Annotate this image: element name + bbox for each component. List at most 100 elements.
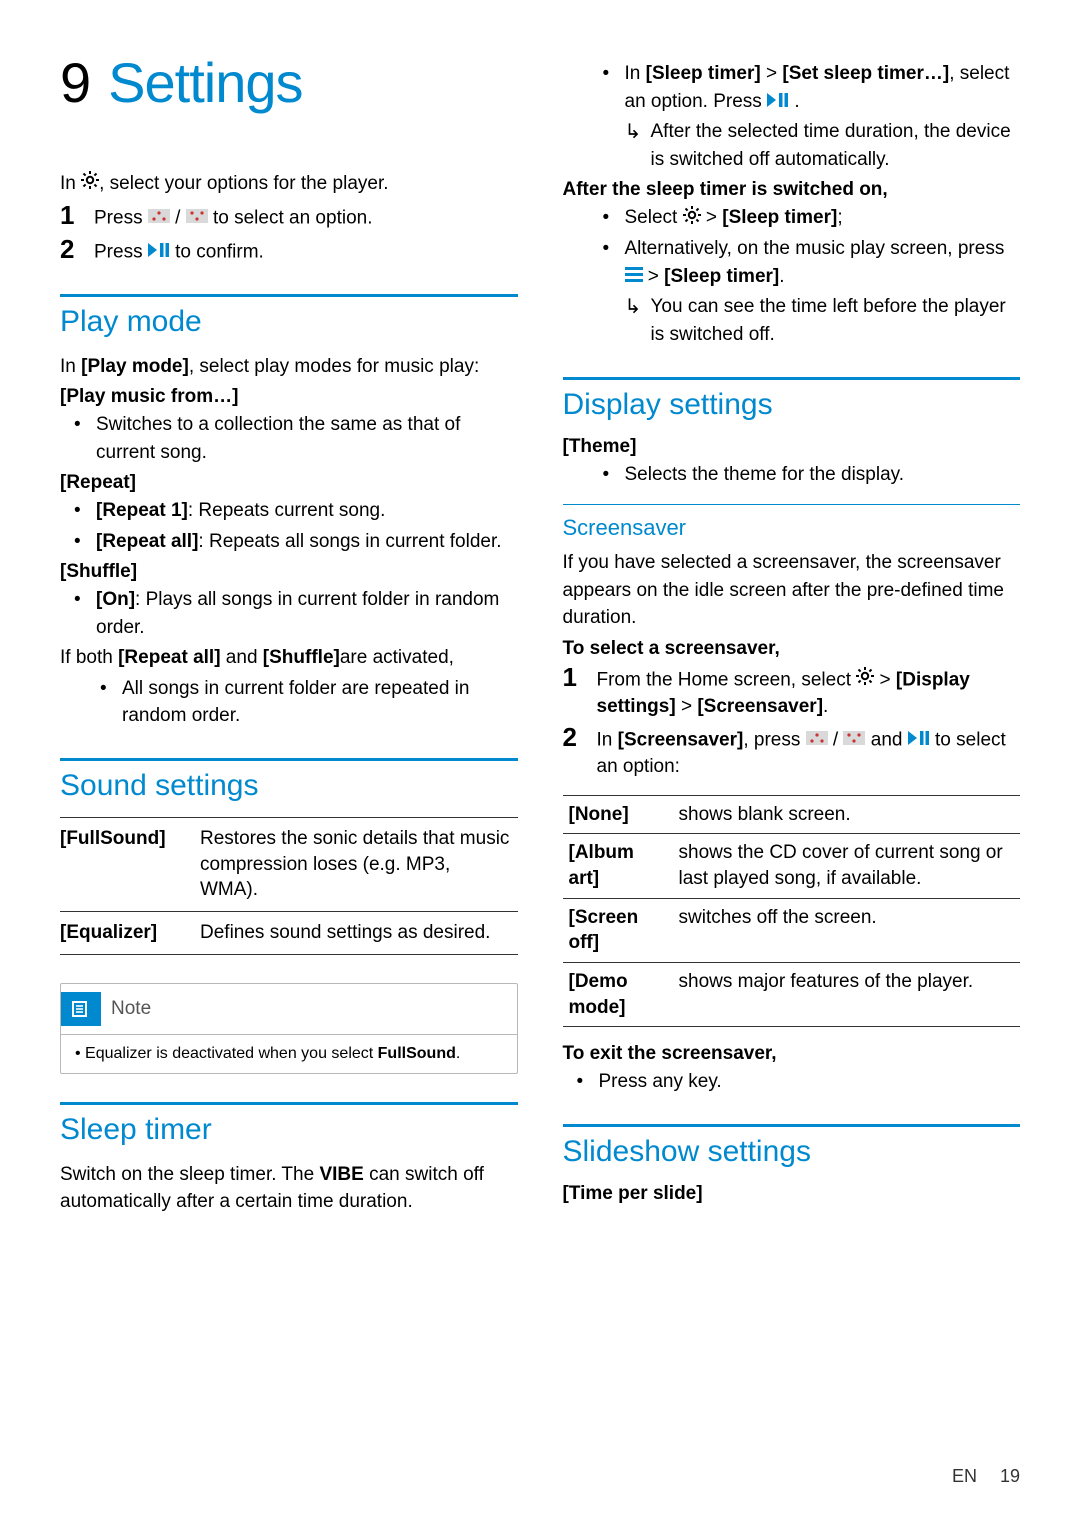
shuffle-label: [Shuffle] bbox=[60, 561, 518, 583]
list-item: Select > [Sleep timer]; bbox=[563, 204, 1021, 232]
play-pause-icon bbox=[908, 727, 930, 754]
chapter-number: 9 bbox=[60, 51, 90, 114]
cell: [Equalizer] bbox=[60, 911, 200, 954]
footer-lang: EN bbox=[952, 1466, 977, 1486]
rule bbox=[563, 377, 1021, 380]
dots-down-icon bbox=[843, 727, 865, 754]
chapter-title: 9 Settings bbox=[60, 50, 518, 115]
text: : Plays all songs in current folder in r… bbox=[96, 589, 499, 638]
text: . bbox=[789, 91, 800, 112]
text: > bbox=[761, 63, 783, 84]
step-1: 1 Press / to select an option. bbox=[60, 201, 518, 232]
both-activated: If both [Repeat all] and [Shuffle]are ac… bbox=[60, 644, 518, 672]
footer-page: 19 bbox=[1000, 1466, 1020, 1486]
play-pause-icon bbox=[767, 88, 789, 116]
page-footer: EN 19 bbox=[952, 1466, 1020, 1487]
shuffle-list: [On]: Plays all songs in current folder … bbox=[60, 586, 518, 641]
sleep-para: Switch on the sleep timer. The VIBE can … bbox=[60, 1161, 518, 1216]
text: Press bbox=[94, 241, 148, 262]
text: Press bbox=[94, 207, 148, 228]
play-mode-heading: Play mode bbox=[60, 305, 518, 339]
step-number: 2 bbox=[60, 235, 94, 264]
step-text: In [Screensaver], press / and to select … bbox=[597, 723, 1021, 781]
rule bbox=[60, 294, 518, 297]
ss-step-2: 2 In [Screensaver], press / and to selec… bbox=[563, 723, 1021, 781]
text: ; bbox=[837, 207, 842, 228]
screensaver-table: [None]shows blank screen. [Album art]sho… bbox=[563, 795, 1021, 1027]
sound-table: [FullSound]Restores the sonic details th… bbox=[60, 817, 518, 955]
table-row: [Screen off]switches off the screen. bbox=[563, 898, 1021, 962]
text: to select an option. bbox=[208, 207, 373, 228]
text: VIBE bbox=[319, 1164, 363, 1185]
text: In bbox=[60, 356, 81, 377]
text: > bbox=[643, 266, 665, 287]
intro-line: In , select your options for the player. bbox=[60, 170, 518, 198]
sound-heading: Sound settings bbox=[60, 769, 518, 803]
cell: [FullSound] bbox=[60, 818, 200, 912]
gear-icon bbox=[683, 205, 701, 233]
text: [Sleep timer] bbox=[722, 207, 837, 228]
list-item: Alternatively, on the music play screen,… bbox=[563, 235, 1021, 290]
text: > bbox=[874, 669, 896, 690]
text: Select bbox=[625, 207, 683, 228]
play-mode-lead: In [Play mode], select play modes for mu… bbox=[60, 353, 518, 381]
text: / bbox=[828, 730, 844, 751]
cell: [None] bbox=[563, 795, 673, 834]
text: to confirm. bbox=[170, 241, 264, 262]
text: and bbox=[221, 647, 263, 668]
table-row: [Demo mode]shows major features of the p… bbox=[563, 962, 1021, 1026]
text: In bbox=[597, 730, 618, 751]
sleep-top-list: In [Sleep timer] > [Set sleep timer…], s… bbox=[563, 60, 1021, 115]
dots-down-icon bbox=[186, 205, 208, 232]
menu-icon bbox=[625, 263, 643, 291]
text: . bbox=[456, 1045, 460, 1062]
text: , select play modes for music play: bbox=[189, 356, 479, 377]
repeat-list: [Repeat 1]: Repeats current song. [Repea… bbox=[60, 497, 518, 555]
text: [On] bbox=[96, 589, 135, 610]
step-number: 2 bbox=[563, 723, 597, 752]
cell: [Demo mode] bbox=[563, 962, 673, 1026]
cell: [Album art] bbox=[563, 834, 673, 898]
display-heading: Display settings bbox=[563, 388, 1021, 422]
sub-rule bbox=[563, 504, 1021, 505]
sleep-heading: Sleep timer bbox=[60, 1113, 518, 1147]
screensaver-para: If you have selected a screensaver, the … bbox=[563, 549, 1021, 632]
step-text: From the Home screen, select > [Display … bbox=[597, 663, 1021, 721]
step-number: 1 bbox=[60, 201, 94, 230]
step-text: Press / to select an option. bbox=[94, 201, 372, 232]
text: [Screensaver] bbox=[618, 730, 744, 751]
theme-list: Selects the theme for the display. bbox=[563, 461, 1021, 489]
select-ss-label: To select a screensaver, bbox=[563, 638, 1021, 660]
list-item: Press any key. bbox=[563, 1068, 1021, 1096]
right-column: In [Sleep timer] > [Set sleep timer…], s… bbox=[563, 50, 1021, 1218]
table-row: [FullSound]Restores the sonic details th… bbox=[60, 818, 518, 912]
cell: [Screen off] bbox=[563, 898, 673, 962]
text: From the Home screen, select bbox=[597, 669, 857, 690]
text: [Repeat all] bbox=[96, 531, 198, 552]
text: [Screensaver] bbox=[697, 696, 823, 717]
rule bbox=[60, 758, 518, 761]
dots-up-icon bbox=[806, 727, 828, 754]
note-icon bbox=[61, 992, 101, 1026]
after-list: Select > [Sleep timer]; Alternatively, o… bbox=[563, 204, 1021, 290]
chapter-name: Settings bbox=[108, 51, 302, 114]
text: and bbox=[865, 730, 907, 751]
after-label: After the sleep timer is switched on, bbox=[563, 179, 1021, 201]
list-item: [Repeat 1]: Repeats current song. bbox=[60, 497, 518, 525]
arrow-item: After the selected time duration, the de… bbox=[563, 118, 1021, 173]
step-number: 1 bbox=[563, 663, 597, 692]
cell: Defines sound settings as desired. bbox=[200, 911, 518, 954]
rule bbox=[563, 1124, 1021, 1127]
rule bbox=[60, 1102, 518, 1105]
ss-step-1: 1 From the Home screen, select > [Displa… bbox=[563, 663, 1021, 721]
text: In bbox=[60, 173, 81, 194]
left-column: 9 Settings In , select your options for t… bbox=[60, 50, 518, 1218]
step-text: Press to confirm. bbox=[94, 235, 264, 266]
repeat-label: [Repeat] bbox=[60, 472, 518, 494]
list-item: [On]: Plays all songs in current folder … bbox=[60, 586, 518, 641]
text: [Play mode] bbox=[81, 356, 189, 377]
text: : Repeats all songs in current folder. bbox=[198, 531, 501, 552]
theme-label: [Theme] bbox=[563, 436, 1021, 458]
text: If both bbox=[60, 647, 118, 668]
play-from-label: [Play music from…] bbox=[60, 386, 518, 408]
